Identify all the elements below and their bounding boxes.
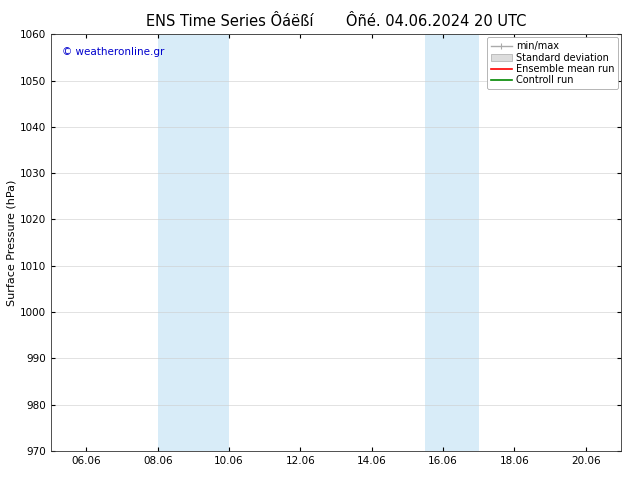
Legend: min/max, Standard deviation, Ensemble mean run, Controll run: min/max, Standard deviation, Ensemble me…: [487, 37, 618, 89]
Y-axis label: Surface Pressure (hPa): Surface Pressure (hPa): [7, 179, 17, 306]
Bar: [158, 34, 229, 451]
Title: ENS Time Series Ôáëßí       Ôñé. 04.06.2024 20 UTC: ENS Time Series Ôáëßí Ôñé. 04.06.2024 20…: [146, 14, 526, 29]
Text: © weatheronline.gr: © weatheronline.gr: [62, 47, 164, 57]
Bar: [425, 34, 479, 451]
